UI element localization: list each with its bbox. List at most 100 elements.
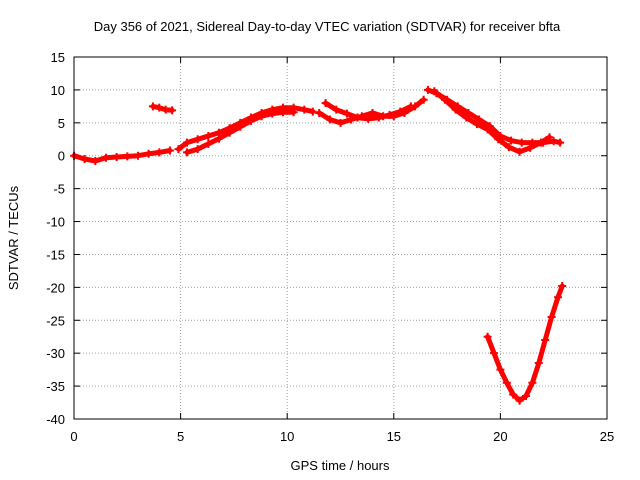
- grid: [74, 57, 607, 419]
- data-point: [165, 146, 174, 155]
- data-point: [536, 138, 545, 147]
- data-point: [502, 378, 511, 387]
- x-tick-label: 25: [600, 429, 614, 444]
- data-series: [315, 95, 428, 127]
- data-point: [123, 152, 132, 161]
- data-point: [332, 105, 341, 114]
- data-point: [528, 378, 537, 387]
- y-tick-label: -30: [46, 346, 65, 361]
- data-point: [374, 113, 383, 122]
- data-point: [80, 155, 89, 164]
- y-tick-label: 0: [58, 149, 65, 164]
- y-tick-label: -25: [46, 313, 65, 328]
- data-point: [545, 133, 554, 142]
- data-point: [144, 149, 153, 158]
- data-point: [558, 282, 567, 291]
- data-point: [472, 120, 481, 129]
- data-point: [549, 137, 558, 146]
- data-point: [475, 115, 484, 124]
- data-marks: [70, 85, 567, 405]
- x-tick-label: 15: [387, 429, 401, 444]
- data-point: [204, 139, 213, 148]
- data-point: [541, 336, 550, 345]
- data-point: [515, 147, 524, 156]
- data-point: [353, 113, 362, 122]
- data-point: [406, 102, 415, 111]
- data-point: [364, 114, 373, 123]
- data-point: [440, 95, 449, 104]
- series-trace: [485, 283, 565, 404]
- data-point: [236, 122, 245, 131]
- data-point: [246, 116, 255, 125]
- data-point: [315, 108, 324, 117]
- x-tick-label: 5: [177, 429, 184, 444]
- y-tick-label: -35: [46, 379, 65, 394]
- data-point: [517, 138, 526, 147]
- data-point: [133, 151, 142, 160]
- data-point: [464, 108, 473, 117]
- data-point: [534, 359, 543, 368]
- x-tick-label: 0: [70, 429, 77, 444]
- y-tick-label: 15: [51, 50, 65, 65]
- data-point: [204, 131, 213, 140]
- x-tick-label: 20: [493, 429, 507, 444]
- data-series: [483, 282, 567, 405]
- data-point: [368, 108, 377, 117]
- data-point: [419, 95, 428, 104]
- chart-title: Day 356 of 2021, Sidereal Day-to-day VTE…: [94, 19, 561, 34]
- data-point: [193, 145, 202, 154]
- data-point: [174, 145, 183, 154]
- data-point: [289, 108, 298, 117]
- data-series: [148, 102, 177, 115]
- data-point: [451, 105, 460, 114]
- data-series: [70, 146, 174, 165]
- data-point: [336, 118, 345, 127]
- data-point: [483, 332, 492, 341]
- data-point: [300, 105, 309, 114]
- data-point: [182, 148, 191, 157]
- y-tick-label: -40: [46, 412, 65, 427]
- data-point: [91, 156, 100, 165]
- data-point: [168, 106, 177, 115]
- data-point: [385, 110, 394, 119]
- data-point: [325, 115, 334, 124]
- data-point: [101, 153, 110, 162]
- y-tick-label: 10: [51, 83, 65, 98]
- data-point: [507, 136, 516, 145]
- data-point: [515, 396, 524, 405]
- data-point: [214, 134, 223, 143]
- data-series: [321, 99, 415, 123]
- data-point: [308, 107, 317, 116]
- data-point: [342, 109, 351, 118]
- data-point: [494, 135, 503, 144]
- data-point: [423, 85, 432, 94]
- data-point: [462, 113, 471, 122]
- data-point: [278, 108, 287, 117]
- data-point: [112, 153, 121, 162]
- data-point: [396, 107, 405, 116]
- data-point: [321, 99, 330, 108]
- series-trace: [71, 148, 173, 164]
- x-tick-label: 10: [280, 429, 294, 444]
- data-point: [193, 135, 202, 144]
- y-tick-label: -20: [46, 280, 65, 295]
- x-axis-label: GPS time / hours: [291, 458, 390, 473]
- data-point: [155, 103, 164, 112]
- y-tick-label: 5: [58, 116, 65, 131]
- y-tick-label: -10: [46, 215, 65, 230]
- y-tick-label: -5: [53, 182, 65, 197]
- data-point: [504, 143, 513, 152]
- data-point: [556, 138, 565, 147]
- data-point: [490, 349, 499, 358]
- data-series: [182, 108, 298, 157]
- data-point: [148, 102, 157, 111]
- data-point: [526, 143, 535, 152]
- data-point: [430, 87, 439, 96]
- data-point: [547, 312, 556, 321]
- data-point: [521, 391, 530, 400]
- y-tick-label: -15: [46, 247, 65, 262]
- data-point: [496, 365, 505, 374]
- data-point: [509, 390, 518, 399]
- y-axis-label: SDTVAR / TECUs: [6, 185, 21, 290]
